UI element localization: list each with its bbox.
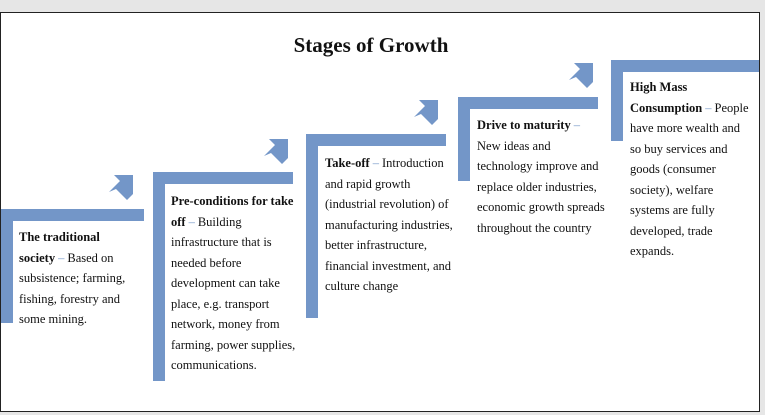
diagram-title: Stages of Growth [293,33,449,57]
stage-5-title: High Mass Consumption [630,80,703,115]
stage-4-description: New ideas and technology improve and rep… [477,138,605,235]
stage-3-text: Take-off – Introduction and rapid growth (… [325,153,453,297]
stage-1-arrow-icon [109,175,133,200]
stages-diagram [1,60,759,381]
stage-4-text: Drive to maturity – New ideas and technolo… [477,115,605,238]
stage-2-description: Building infrastructure that is needed b… [171,214,296,373]
stage-2-arrow-icon [264,139,288,164]
stage-5-bracket [611,60,759,141]
stage-3-dash: – [372,156,379,170]
stage-4-title: Drive to maturity [477,118,571,132]
stage-3-title: Take-off [325,156,370,170]
stage-4-arrow-icon [569,63,593,88]
stage-2-dash: – [188,214,195,229]
stage-2-title: Pre-conditions for take off [171,194,294,229]
stage-1-description: Based on subsistence; farming, fishing, … [19,250,126,327]
stage-4-bracket [458,97,598,181]
stage-2-text: Pre-conditions for take off – Building inf… [171,191,305,376]
stage-1-dash: – [58,250,65,265]
stage-5-text: High Mass Consumption – People have more w… [630,77,754,262]
diagram-frame: Stages of Growth The traditional society… [0,12,760,412]
stage-4-dash: – [573,118,580,132]
stage-1-title: The traditional society [19,230,100,265]
stage-5-description: People have more wealth and so buy servi… [630,100,749,259]
stage-3-arrow-icon [414,100,438,125]
stage-5-dash: – [705,100,712,115]
stage-3-description: Introduction and rapid growth (industria… [325,156,453,293]
stage-1-bracket [1,209,144,323]
stage-1-text: The traditional society – Based on subsist… [19,227,145,330]
